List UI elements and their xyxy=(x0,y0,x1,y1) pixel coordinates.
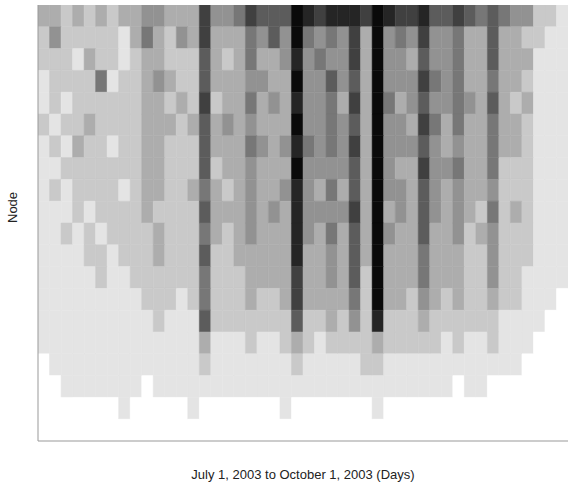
svg-text:Node: Node xyxy=(5,192,20,223)
svg-text:July 1, 2003 to October 1, 200: July 1, 2003 to October 1, 2003 (Days) xyxy=(191,467,414,482)
